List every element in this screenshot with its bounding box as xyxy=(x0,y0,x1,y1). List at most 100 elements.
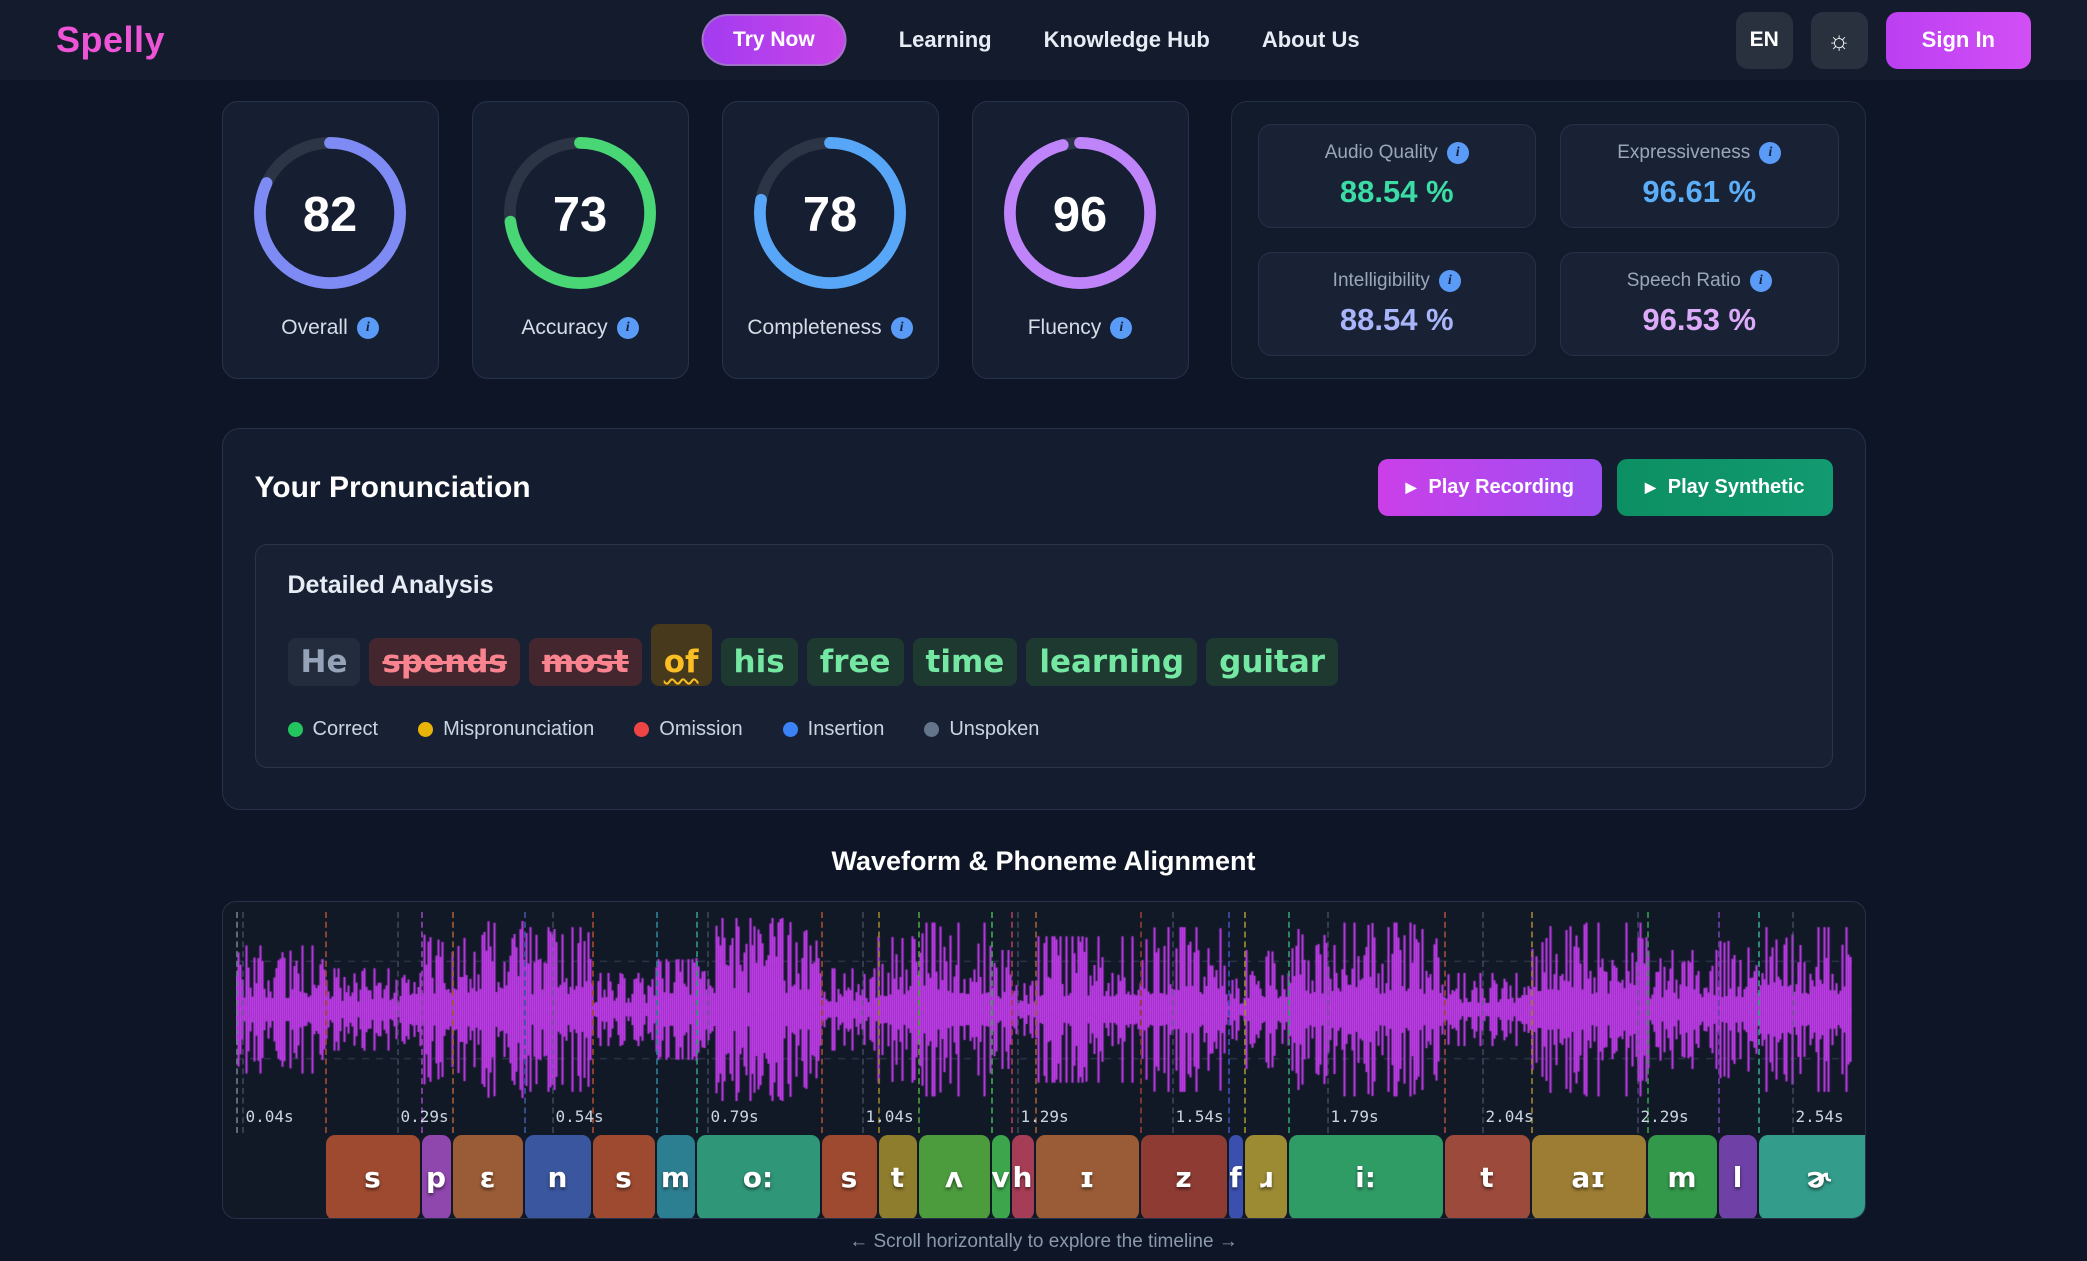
phoneme-block: f xyxy=(1228,1135,1243,1218)
time-label: 0.54s xyxy=(555,1107,604,1126)
score-gauge-card: 82 Overall i xyxy=(221,101,439,379)
legend-item: Omission xyxy=(634,718,743,741)
phoneme-boundary-line xyxy=(1717,912,1720,1133)
phoneme-block: o: xyxy=(696,1135,820,1218)
phoneme-boundary-line xyxy=(591,912,594,1133)
info-icon[interactable]: i xyxy=(616,317,639,339)
main-content: 82 Overall i 73 Accuracy xyxy=(221,80,1866,1253)
score-gauge-card: 73 Accuracy i xyxy=(471,101,689,379)
word-analysis-row: He spends most of his free time learning guitar xyxy=(287,624,1800,686)
metric-value: 96.53 % xyxy=(1642,302,1757,337)
info-icon[interactable]: i xyxy=(1749,270,1772,292)
score-gauge-card: 78 Completeness i xyxy=(721,101,939,379)
score-label: Fluency xyxy=(1027,316,1102,339)
phoneme-boundary-line xyxy=(1757,912,1760,1133)
waveform-timeline[interactable]: 0.04s 0.29s 0.54s 0.79s 1.04s 1.29s 1.54s 1.79s… xyxy=(221,901,1866,1219)
scroll-hint: ← Scroll horizontally to explore the tim… xyxy=(849,1231,1238,1252)
time-label: 1.29s xyxy=(1020,1107,1069,1126)
time-label: 1.54s xyxy=(1175,1107,1224,1126)
detailed-analysis-box: Detailed Analysis He spends most of his free t… xyxy=(254,544,1833,768)
info-icon[interactable]: i xyxy=(890,317,913,339)
score-label: Accuracy xyxy=(521,316,608,339)
phoneme-block: ʌ xyxy=(918,1135,990,1218)
nav-link[interactable]: Knowledge Hub xyxy=(1043,27,1210,52)
time-tick-line xyxy=(1791,912,1794,1133)
nav-link[interactable]: About Us xyxy=(1261,27,1360,52)
phoneme-boundary-line xyxy=(235,912,238,1133)
phoneme-block: p xyxy=(421,1135,451,1218)
play-icon: ▶ xyxy=(1645,479,1656,495)
phoneme-boundary-line xyxy=(1139,912,1142,1133)
phoneme-block: l xyxy=(1718,1135,1757,1218)
phoneme-boundary-line xyxy=(1443,912,1446,1133)
legend-dot xyxy=(287,722,303,737)
phoneme-block: t xyxy=(878,1135,917,1218)
sun-icon: ☼ xyxy=(1827,24,1852,55)
legend-item: Insertion xyxy=(782,718,884,741)
metric-value: 88.54 % xyxy=(1339,174,1454,209)
nav-right-controls: EN ☼ Sign In xyxy=(1735,11,2031,69)
phoneme-boundary-line xyxy=(877,912,880,1133)
word-chip[interactable]: his xyxy=(720,638,798,686)
phoneme-gap xyxy=(237,1135,324,1218)
word-chip[interactable]: of xyxy=(650,624,712,686)
phoneme-boundary-line xyxy=(523,912,526,1133)
word-chip[interactable]: spends xyxy=(369,638,520,686)
phoneme-boundary-line xyxy=(1243,912,1246,1133)
language-button[interactable]: EN xyxy=(1735,11,1793,69)
time-tick-line xyxy=(1016,912,1019,1133)
play-recording-button[interactable]: ▶ Play Recording xyxy=(1377,459,1602,516)
word-chip[interactable]: most xyxy=(528,638,642,686)
metric-label: Audio Quality xyxy=(1324,142,1438,163)
score-ring: 82 xyxy=(254,137,406,289)
time-tick-line xyxy=(551,912,554,1133)
nav-link[interactable]: Learning xyxy=(898,27,992,52)
word-chip[interactable]: guitar xyxy=(1206,638,1339,686)
theme-toggle-button[interactable]: ☼ xyxy=(1810,11,1868,69)
legend-dot xyxy=(924,722,940,737)
pronunciation-title: Your Pronunciation xyxy=(254,470,531,504)
time-tick-line xyxy=(396,912,399,1133)
word-chip[interactable]: learning xyxy=(1026,638,1198,686)
phoneme-block: aɪ xyxy=(1531,1135,1646,1218)
score-value: 73 xyxy=(553,188,607,242)
legend-dot xyxy=(782,722,798,737)
legend-item: Unspoken xyxy=(924,718,1039,741)
phoneme-block: ɛ xyxy=(452,1135,523,1218)
score-ring: 96 xyxy=(1004,137,1156,289)
phoneme-boundary-line xyxy=(820,912,823,1133)
play-synthetic-button[interactable]: ▶ Play Synthetic xyxy=(1617,459,1833,516)
word-chip[interactable]: He xyxy=(287,638,361,686)
waveform-section-title: Waveform & Phoneme Alignment xyxy=(831,846,1256,876)
phoneme-block: s xyxy=(821,1135,877,1218)
word-chip[interactable]: free xyxy=(806,638,904,686)
time-tick-line xyxy=(1481,912,1484,1133)
top-navbar: Spelly Try Now Learning Knowledge Hub Abou… xyxy=(0,0,2087,80)
detailed-analysis-title: Detailed Analysis xyxy=(287,571,494,599)
metric-card: Audio Quality i 88.54 % xyxy=(1257,124,1536,228)
time-label: 2.04s xyxy=(1485,1107,1534,1126)
time-label: 2.29s xyxy=(1640,1107,1689,1126)
try-now-button[interactable]: Try Now xyxy=(701,14,847,66)
info-icon[interactable]: i xyxy=(1759,142,1782,164)
phoneme-block: t xyxy=(1444,1135,1530,1218)
info-icon[interactable]: i xyxy=(1446,142,1469,164)
play-icon: ▶ xyxy=(1405,479,1417,495)
sign-in-button[interactable]: Sign In xyxy=(1885,11,2031,69)
nav-link-list: Learning Knowledge Hub About Us xyxy=(899,27,1360,53)
app-logo[interactable]: Spelly xyxy=(56,19,166,60)
metric-label: Speech Ratio xyxy=(1626,270,1741,291)
metric-value: 96.61 % xyxy=(1642,174,1757,209)
word-chip[interactable]: time xyxy=(912,638,1018,686)
phoneme-boundary-line xyxy=(324,912,327,1133)
info-icon[interactable]: i xyxy=(1110,317,1133,339)
score-value: 82 xyxy=(303,188,357,242)
phoneme-boundary-line xyxy=(1034,912,1037,1133)
analysis-legend: Correct Mispronunciation Omission xyxy=(287,718,1800,741)
info-icon[interactable]: i xyxy=(1438,270,1461,292)
phoneme-block: m xyxy=(656,1135,695,1218)
phoneme-boundary-line xyxy=(917,912,920,1133)
time-label: 2.54s xyxy=(1795,1107,1844,1126)
metric-card: Expressiveness i 96.61 % xyxy=(1560,124,1839,228)
info-icon[interactable]: i xyxy=(356,317,379,339)
